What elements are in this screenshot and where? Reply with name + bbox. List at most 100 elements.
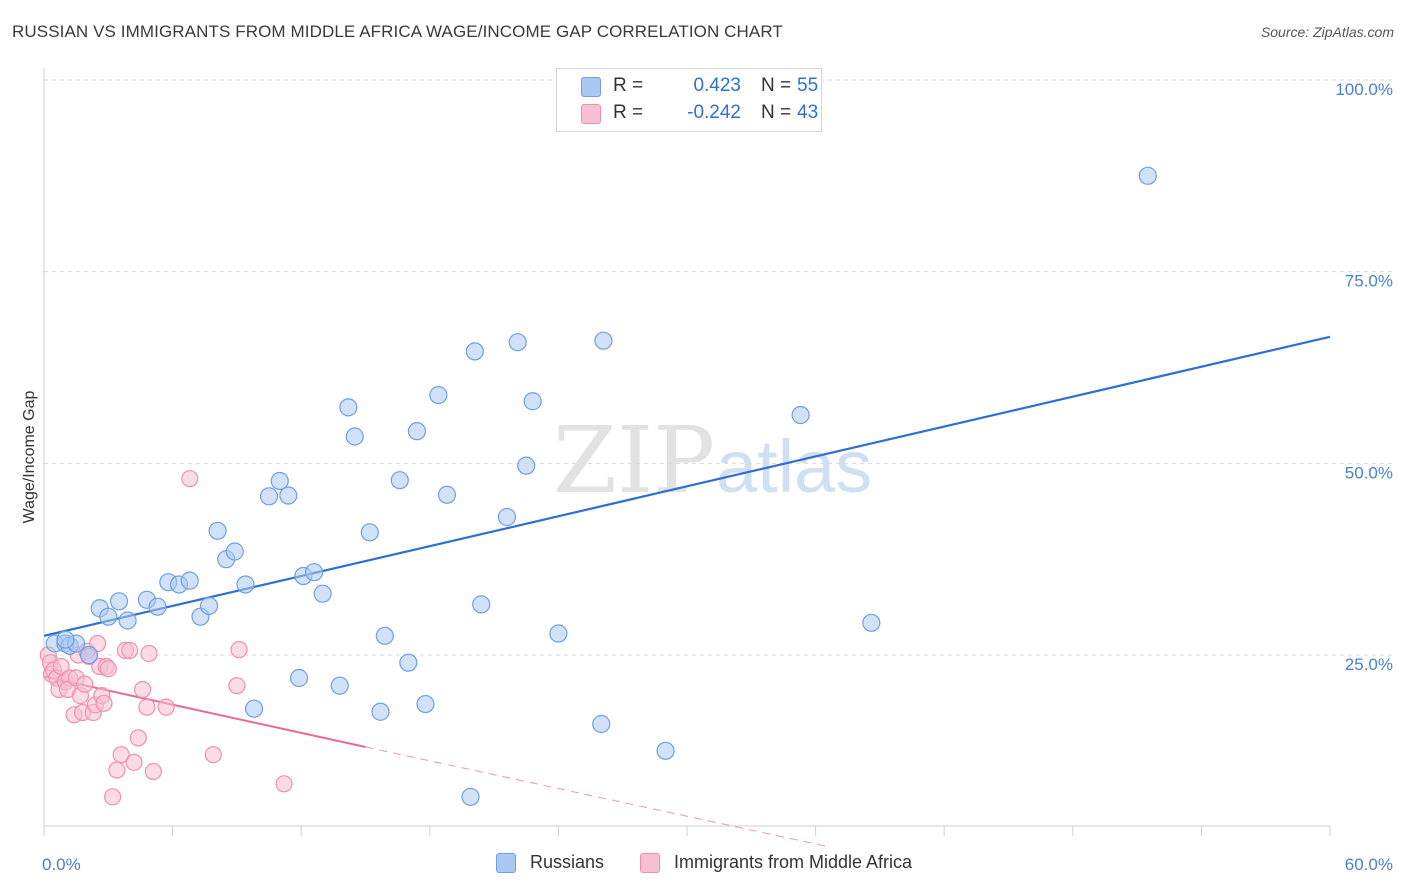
- point-russians: [407, 422, 427, 441]
- point-middle-africa: [133, 680, 152, 699]
- legend-swatch-middle-africa: [581, 104, 601, 124]
- legend-swatch-russians: [496, 852, 516, 873]
- n-value: 55: [797, 75, 819, 96]
- point-russians: [791, 405, 810, 425]
- n-label: N =: [761, 102, 792, 123]
- point-russians: [279, 486, 298, 505]
- point-russians: [304, 563, 324, 582]
- watermark-atlas: atlas: [716, 425, 872, 508]
- x-tick-labels: 0.0% 60.0%: [42, 855, 1393, 874]
- legend-swatch-middle-africa: [640, 852, 660, 873]
- point-middle-africa: [140, 644, 158, 663]
- point-russians: [1138, 166, 1157, 185]
- point-russians: [236, 575, 255, 594]
- legend-swatch-russians: [581, 77, 601, 97]
- point-middle-africa: [99, 660, 117, 678]
- point-russians: [375, 626, 394, 645]
- x-tick-label: 60.0%: [1345, 855, 1393, 874]
- y-tick-label: 25.0%: [1345, 655, 1393, 674]
- point-russians: [360, 523, 379, 542]
- point-russians: [399, 653, 418, 672]
- point-russians: [523, 392, 542, 411]
- point-russians: [592, 714, 611, 734]
- point-russians: [437, 485, 457, 504]
- y-tick-label: 75.0%: [1345, 272, 1393, 291]
- r-label: R =: [613, 75, 644, 96]
- point-russians: [339, 398, 358, 417]
- point-russians: [345, 427, 364, 446]
- point-russians: [259, 487, 279, 506]
- point-russians: [390, 471, 409, 490]
- point-russians: [508, 333, 527, 352]
- point-russians: [225, 542, 244, 561]
- chart-title: RUSSIAN VS IMMIGRANTS FROM MIDDLE AFRICA…: [12, 22, 783, 41]
- legend-item-russians[interactable]: Russians: [496, 852, 604, 873]
- y-axis-label: Wage/Income Gap: [21, 391, 38, 524]
- zipatlas-watermark: ZIP atlas: [553, 407, 872, 514]
- point-middle-africa: [76, 675, 94, 693]
- point-middle-africa: [108, 761, 126, 779]
- point-russians: [56, 630, 75, 649]
- point-russians: [461, 787, 480, 806]
- point-russians: [118, 611, 137, 630]
- point-russians: [199, 596, 219, 616]
- point-russians: [244, 699, 264, 718]
- point-russians: [862, 613, 881, 632]
- point-middle-africa: [230, 641, 248, 659]
- n-label: N =: [761, 75, 792, 96]
- source-label: Source: ZipAtlas.com: [1260, 24, 1394, 40]
- point-russians: [517, 456, 536, 475]
- point-russians: [416, 694, 435, 714]
- point-middle-africa: [275, 775, 293, 793]
- point-russians: [429, 386, 448, 405]
- point-russians: [371, 702, 390, 721]
- point-russians: [549, 624, 568, 643]
- axes: [43, 68, 1331, 836]
- legend-item-middle-africa[interactable]: Immigrants from Middle Africa: [640, 852, 912, 873]
- point-middle-africa: [138, 698, 156, 716]
- legend-label-middle-africa: Immigrants from Middle Africa: [674, 852, 913, 872]
- y-tick-label: 100.0%: [1335, 80, 1393, 99]
- point-russians: [313, 584, 332, 603]
- point-middle-africa: [95, 694, 113, 712]
- point-middle-africa: [228, 677, 246, 695]
- point-russians: [79, 645, 99, 665]
- point-middle-africa: [157, 698, 175, 716]
- legend-label-russians: Russians: [530, 852, 605, 872]
- point-russians: [497, 507, 517, 527]
- point-russians: [148, 597, 167, 616]
- point-russians: [330, 676, 349, 695]
- point-middle-africa: [204, 746, 222, 764]
- series-legend: Russians Immigrants from Middle Africa: [0, 852, 1406, 878]
- r-label: R =: [613, 102, 644, 123]
- n-value: 43: [797, 102, 819, 123]
- correlation-legend: R = 0.423 N = 55 R = -0.242 N = 43: [556, 68, 822, 132]
- x-tick-label: 0.0%: [42, 855, 81, 874]
- trend-line-russians: [43, 335, 1331, 637]
- point-middle-africa: [129, 729, 147, 747]
- point-russians: [109, 592, 129, 611]
- point-middle-africa: [125, 753, 143, 771]
- r-value: 0.423: [693, 75, 741, 96]
- point-middle-africa: [112, 746, 130, 764]
- trend-line-middle-africa-extension: [365, 746, 829, 848]
- point-middle-africa: [103, 788, 122, 806]
- point-middle-africa: [144, 762, 162, 781]
- point-middle-africa: [181, 470, 199, 488]
- r-value: -0.242: [687, 102, 741, 123]
- point-russians: [656, 741, 675, 760]
- point-russians: [180, 571, 199, 590]
- point-russians: [594, 331, 613, 350]
- point-russians: [99, 607, 118, 626]
- point-russians: [465, 342, 484, 361]
- gridlines: [44, 79, 1395, 656]
- y-tick-label: 50.0%: [1345, 463, 1393, 482]
- watermark-zip: ZIP: [553, 407, 715, 514]
- point-middle-africa: [121, 641, 139, 660]
- point-russians: [289, 668, 309, 688]
- y-tick-labels: 25.0% 50.0% 75.0% 100.0%: [1335, 80, 1393, 674]
- data-points: [39, 166, 1157, 806]
- point-russians: [270, 471, 289, 491]
- point-russians: [472, 595, 491, 614]
